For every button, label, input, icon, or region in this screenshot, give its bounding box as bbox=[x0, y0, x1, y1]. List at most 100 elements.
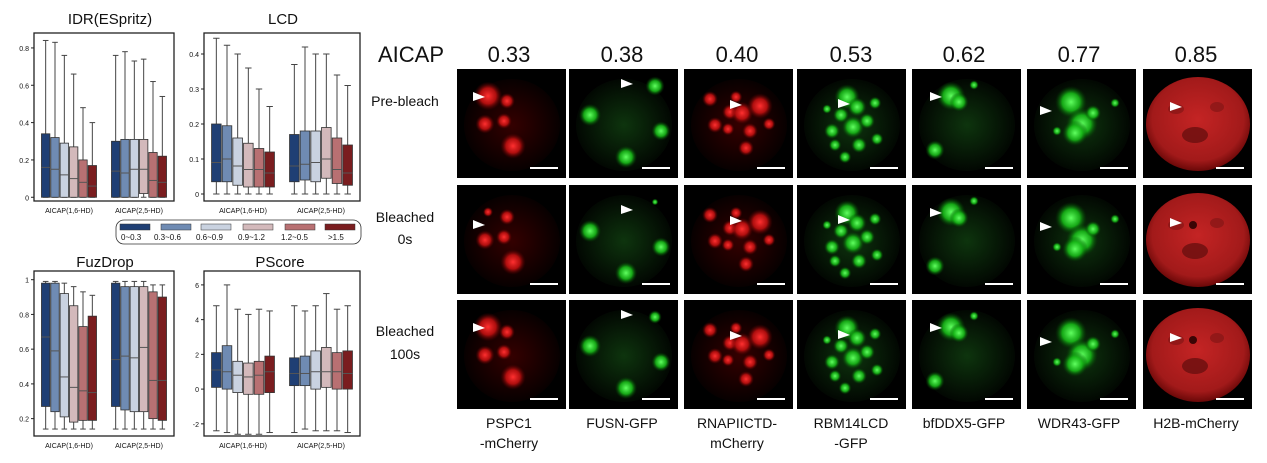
box-body bbox=[78, 159, 88, 198]
box-body bbox=[41, 133, 51, 198]
color-legend: 0~0.3 0.3~0.6 0.6~0.9 0.9~1.2 1.2~0.5 >1.5 bbox=[115, 219, 362, 245]
fluorescent-spot bbox=[1062, 351, 1088, 377]
box bbox=[299, 46, 311, 195]
box bbox=[310, 305, 321, 432]
box bbox=[331, 308, 343, 432]
box bbox=[129, 280, 139, 430]
fluorescent-spot bbox=[729, 90, 743, 104]
group-label: AICAP(2,5-HD) bbox=[115, 208, 163, 215]
aicap-value: 0.53 bbox=[830, 42, 873, 67]
group-label: AICAP(1,6-HD) bbox=[45, 443, 93, 450]
fluorescent-spot bbox=[847, 97, 867, 117]
fluorescent-spot bbox=[738, 140, 754, 156]
box-body bbox=[59, 142, 69, 198]
group-label: AICAP(2,5-HD) bbox=[297, 208, 345, 215]
fluorescent-spot bbox=[859, 229, 875, 245]
legend-label: 0.3~0.6 bbox=[154, 233, 181, 242]
box bbox=[321, 53, 332, 195]
fluorescent-spot bbox=[1085, 221, 1101, 237]
protein-label: -GFP bbox=[834, 435, 867, 451]
box-body bbox=[59, 293, 69, 418]
box bbox=[78, 291, 88, 430]
micrograph-tile bbox=[797, 185, 906, 294]
legend-label: 1.2~0.5 bbox=[281, 233, 308, 242]
box bbox=[111, 54, 121, 198]
box-body bbox=[299, 130, 311, 181]
fluorescent-spot bbox=[496, 344, 512, 360]
fluorescent-spot bbox=[833, 223, 849, 239]
legend-swatch bbox=[284, 223, 316, 231]
fluorescent-spot bbox=[651, 237, 671, 257]
fluorescent-spot bbox=[822, 335, 832, 345]
row-label: Bleached bbox=[376, 323, 434, 339]
fluorescent-spot bbox=[925, 371, 945, 391]
fluorescent-spot bbox=[868, 212, 882, 226]
fluorescent-spot bbox=[645, 76, 665, 96]
nucleolus bbox=[1210, 102, 1224, 112]
box-body bbox=[232, 137, 243, 186]
box bbox=[342, 85, 353, 195]
panel-frame bbox=[33, 32, 175, 202]
legend-label: 0.9~1.2 bbox=[238, 233, 265, 242]
fluorescent-spot bbox=[870, 248, 884, 262]
arrowhead-marker bbox=[621, 310, 633, 319]
box bbox=[87, 294, 97, 430]
y-tick-label: 0.6 bbox=[19, 347, 29, 354]
box-body bbox=[78, 326, 88, 421]
box bbox=[264, 106, 275, 195]
fluorescent-spot bbox=[475, 230, 495, 250]
fluorescent-spot bbox=[870, 363, 884, 377]
micrograph-tile bbox=[912, 185, 1021, 294]
box bbox=[253, 308, 265, 435]
micrograph-tile bbox=[569, 300, 678, 409]
box bbox=[232, 53, 243, 195]
fluorescent-spot bbox=[578, 219, 602, 243]
arrowhead-marker bbox=[730, 216, 742, 225]
arrowhead-marker bbox=[838, 99, 850, 108]
box bbox=[321, 293, 332, 432]
fluorescent-spot bbox=[475, 114, 495, 134]
box bbox=[243, 313, 254, 435]
micrograph-tile bbox=[684, 300, 793, 409]
arrowhead-marker bbox=[473, 220, 485, 229]
arrowhead-marker bbox=[930, 92, 942, 101]
cell-body bbox=[576, 195, 672, 287]
fluorescent-spot bbox=[1110, 329, 1120, 339]
box-body bbox=[129, 286, 139, 413]
box-plot-4: PScore -2 0 2 4 6 AICAP(1,6-HD) AICAP(2,5-HD) bbox=[193, 254, 361, 450]
box bbox=[59, 54, 69, 198]
y-tick-label: 0.4 bbox=[19, 121, 29, 128]
cell-body bbox=[576, 310, 672, 402]
fluorescent-spot bbox=[1052, 126, 1062, 136]
fluorescent-spot bbox=[707, 348, 723, 364]
box-body bbox=[157, 296, 167, 421]
fluorescent-spot bbox=[949, 92, 969, 112]
fluorescent-spot bbox=[500, 249, 526, 275]
row-label: Pre-bleach bbox=[371, 93, 439, 109]
y-tick-label: -2 bbox=[193, 422, 199, 429]
box-plot-1: IDR(ESpritz) 0 0.2 0.4 0.6 0.8 AICAP(1,6-HD) AI… bbox=[19, 11, 175, 215]
fluorescent-spot bbox=[499, 209, 515, 225]
legend-swatch bbox=[119, 223, 151, 231]
fluorescent-spot bbox=[721, 122, 735, 136]
box bbox=[41, 280, 51, 430]
box bbox=[41, 39, 51, 198]
protein-label: PSPC1 bbox=[486, 415, 532, 431]
fluorescent-spot bbox=[500, 133, 526, 159]
box bbox=[50, 41, 60, 198]
panel-title: IDR(ESpritz) bbox=[68, 11, 152, 28]
box bbox=[148, 284, 158, 430]
fluorescent-spot bbox=[925, 140, 945, 160]
fluorescent-spot bbox=[1052, 242, 1062, 252]
nucleolus bbox=[1182, 358, 1208, 374]
box bbox=[120, 280, 130, 430]
bleach-spot bbox=[1189, 221, 1197, 229]
fluorescent-spot bbox=[742, 354, 758, 370]
box bbox=[139, 280, 149, 430]
box bbox=[253, 88, 265, 195]
fluorescent-spot bbox=[833, 338, 849, 354]
fluorescent-spot bbox=[500, 364, 526, 390]
fluorescent-spot bbox=[651, 198, 659, 206]
fluorescent-spot bbox=[473, 81, 503, 111]
row-label: 100s bbox=[390, 346, 420, 362]
